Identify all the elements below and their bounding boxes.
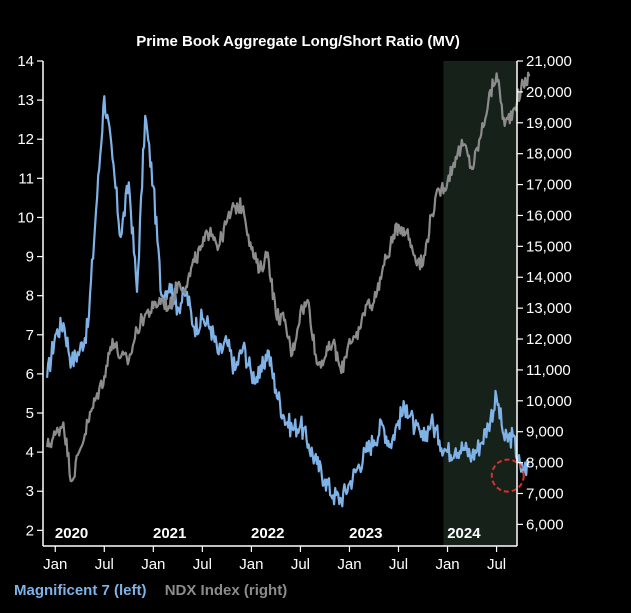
x-tick-label-2020-01: Jan bbox=[43, 556, 67, 573]
x-tick-label-2020-07: Jul bbox=[95, 556, 114, 573]
right-tick-label-19000: 19,000 bbox=[526, 115, 572, 132]
left-tick-label-9: 9 bbox=[26, 249, 34, 266]
legend-item-ndx-index: NDX Index (right) bbox=[164, 582, 288, 599]
chart-title: Prime Book Aggregate Long/Short Ratio (M… bbox=[136, 33, 460, 50]
right-tick-label-12000: 12,000 bbox=[526, 331, 572, 348]
right-tick-label-21000: 21,000 bbox=[526, 53, 572, 70]
x-tick-label-2021-07: Jul bbox=[193, 556, 212, 573]
x-tick-label-2023-07: Jul bbox=[389, 556, 408, 573]
left-tick-label-14: 14 bbox=[17, 53, 34, 70]
right-tick-label-9000: 9,000 bbox=[526, 424, 564, 441]
left-tick-label-11: 11 bbox=[18, 170, 34, 187]
right-tick-label-8000: 8,000 bbox=[526, 455, 564, 472]
right-tick-label-6000: 6,000 bbox=[526, 516, 564, 533]
year-label-2021: 2021 bbox=[153, 525, 186, 542]
year-label-2024: 2024 bbox=[447, 525, 481, 542]
x-tick-label-2021-01: Jan bbox=[141, 556, 165, 573]
chart-legend: Magnificent 7 (left) NDX Index (right) bbox=[14, 582, 301, 599]
series-line-magnificent-7 bbox=[46, 95, 530, 508]
right-tick-label-10000: 10,000 bbox=[526, 393, 572, 410]
x-tick-label-2022-01: Jan bbox=[239, 556, 263, 573]
year-label-2023: 2023 bbox=[349, 525, 382, 542]
x-tick-label-2024-01: Jan bbox=[435, 556, 459, 573]
right-tick-label-15000: 15,000 bbox=[526, 238, 572, 255]
series-line-ndx-index bbox=[46, 71, 531, 483]
x-tick-label-2022-07: Jul bbox=[291, 556, 310, 573]
right-tick-label-13000: 13,000 bbox=[526, 300, 572, 317]
year-label-2022: 2022 bbox=[251, 525, 284, 542]
left-tick-label-4: 4 bbox=[26, 444, 34, 461]
year-label-2020: 2020 bbox=[55, 525, 88, 542]
right-tick-label-17000: 17,000 bbox=[526, 177, 572, 194]
right-tick-label-18000: 18,000 bbox=[526, 146, 572, 163]
shaded-region-2024 bbox=[443, 61, 517, 546]
left-tick-label-12: 12 bbox=[17, 131, 34, 148]
highlight-circle bbox=[490, 458, 525, 493]
left-tick-label-7: 7 bbox=[26, 327, 34, 344]
legend-item-magnificent-7: Magnificent 7 (left) bbox=[14, 582, 147, 599]
x-tick-label-2024-07: Jul bbox=[487, 556, 506, 573]
left-tick-label-8: 8 bbox=[26, 288, 34, 305]
x-tick-label-2023-01: Jan bbox=[337, 556, 361, 573]
left-tick-label-2: 2 bbox=[26, 522, 34, 539]
right-tick-label-20000: 20,000 bbox=[526, 84, 572, 101]
left-tick-label-10: 10 bbox=[17, 209, 34, 226]
left-tick-label-5: 5 bbox=[26, 405, 34, 422]
left-tick-label-3: 3 bbox=[26, 483, 34, 500]
right-tick-label-7000: 7,000 bbox=[526, 485, 564, 502]
right-tick-label-16000: 16,000 bbox=[526, 207, 572, 224]
right-tick-label-14000: 14,000 bbox=[526, 269, 572, 286]
left-tick-label-6: 6 bbox=[26, 366, 34, 383]
left-tick-label-13: 13 bbox=[17, 92, 34, 109]
right-tick-label-11000: 11,000 bbox=[526, 362, 571, 379]
